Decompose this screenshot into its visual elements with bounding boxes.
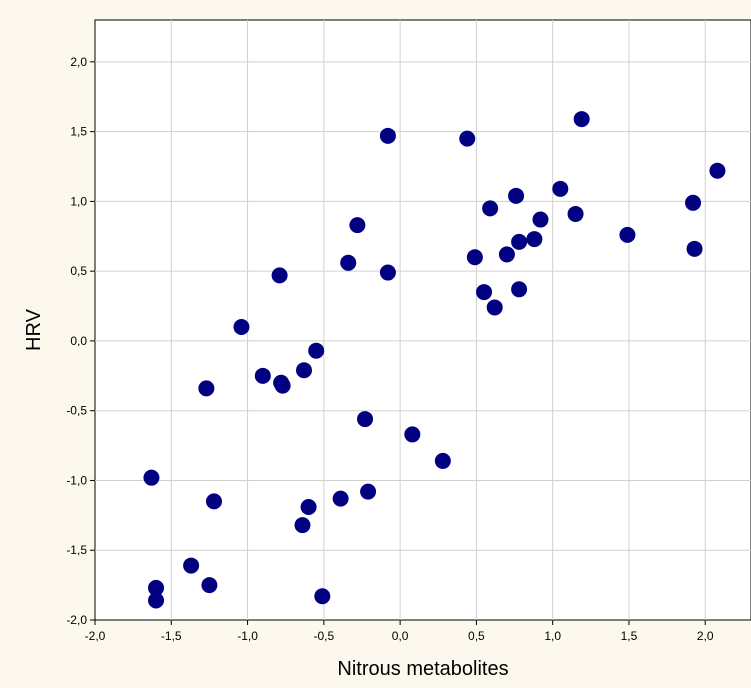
data-point (476, 284, 493, 301)
data-point (183, 557, 200, 574)
data-point (148, 592, 165, 609)
data-point (379, 127, 396, 144)
data-point (271, 267, 288, 284)
data-point (508, 187, 525, 204)
x-tick-label: 0,5 (468, 629, 485, 643)
data-point (340, 254, 357, 271)
x-tick-label: 1,5 (621, 629, 638, 643)
data-point (233, 318, 250, 335)
data-point (349, 217, 366, 234)
data-point (296, 362, 313, 379)
y-tick-label: -2,0 (66, 613, 87, 627)
plot-area (94, 19, 751, 621)
data-point (308, 342, 325, 359)
y-tick-label: 2,0 (70, 55, 87, 69)
data-point (332, 490, 349, 507)
data-point (511, 233, 528, 250)
data-point (274, 377, 291, 394)
y-tick-label: -0,5 (66, 404, 87, 418)
x-tick-labels: -2,0 -1,5 -1,0 -0,5 0,0 0,5 1,0 1,5 2,0 (85, 629, 714, 643)
x-tick-label: -1,5 (161, 629, 182, 643)
y-tick-labels: -2,0 -1,5 -1,0 -0,5 0,0 0,5 1,0 1,5 2,0 (66, 55, 87, 627)
data-point (148, 579, 165, 596)
data-point (482, 200, 499, 217)
data-point (498, 246, 515, 263)
data-point (300, 498, 317, 515)
data-point (404, 426, 421, 443)
x-tick-label: -1,0 (237, 629, 258, 643)
data-point (357, 411, 374, 428)
data-point (360, 483, 377, 500)
x-tick-label: 1,0 (544, 629, 561, 643)
data-point (511, 281, 528, 298)
x-axis-title: Nitrous metabolites (337, 658, 508, 680)
x-tick-label: 0,0 (392, 629, 409, 643)
grid-lines (95, 20, 751, 620)
data-point (198, 380, 215, 397)
tick-marks (90, 61, 706, 625)
data-point (686, 240, 703, 257)
y-tick-label: 0,0 (70, 334, 87, 348)
data-point (459, 130, 476, 147)
x-tick-label: -2,0 (85, 629, 106, 643)
data-point (552, 180, 569, 197)
data-point (201, 577, 218, 594)
x-tick-label: 2,0 (697, 629, 714, 643)
data-point (532, 211, 549, 228)
data-point (486, 299, 503, 316)
data-point (466, 249, 483, 266)
data-point (709, 162, 726, 179)
data-point (205, 493, 222, 510)
y-axis-title: HRV (23, 308, 45, 351)
x-tick-label: -0,5 (313, 629, 334, 643)
y-tick-label: -1,0 (66, 473, 87, 487)
data-point (254, 367, 271, 384)
data-point (294, 517, 311, 534)
y-tick-label: 1,0 (70, 194, 87, 208)
data-point (619, 226, 636, 243)
data-point (526, 231, 543, 248)
data-points (143, 111, 726, 609)
data-point (379, 264, 396, 281)
data-point (143, 469, 160, 486)
data-point (685, 194, 702, 211)
data-point (314, 588, 331, 605)
y-tick-label: -1,5 (66, 543, 87, 557)
data-point (567, 205, 584, 222)
y-tick-label: 0,5 (70, 264, 87, 278)
y-tick-label: 1,5 (70, 125, 87, 139)
data-point (573, 111, 590, 128)
data-point (434, 452, 451, 469)
